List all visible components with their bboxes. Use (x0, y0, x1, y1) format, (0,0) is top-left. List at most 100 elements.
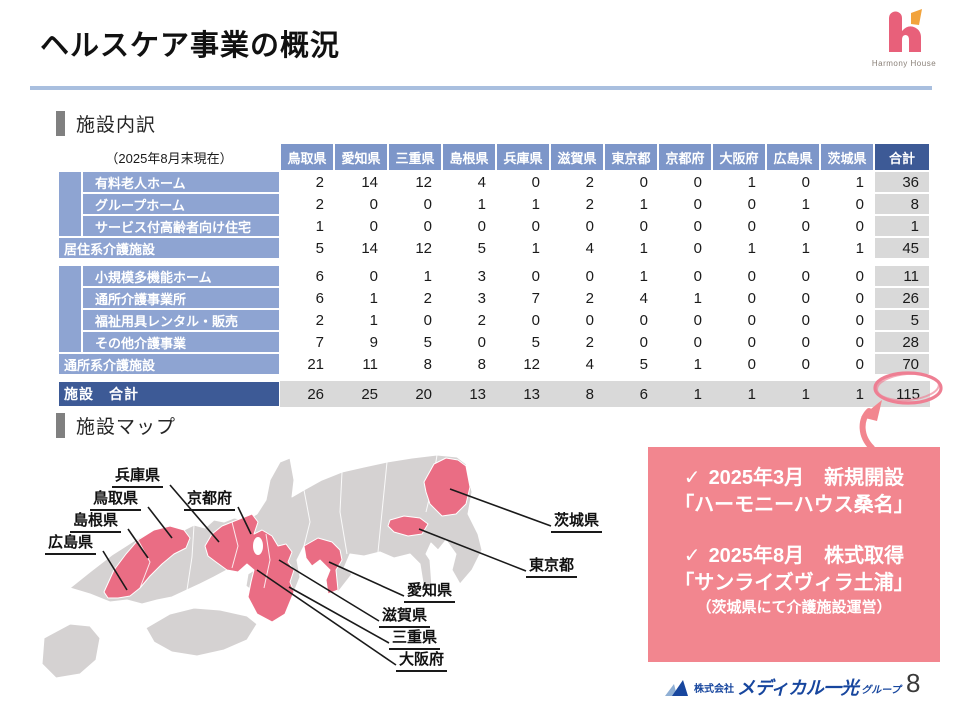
table-cell: 0 (388, 193, 442, 215)
table-cell: 5 (388, 331, 442, 353)
table-cell: 0 (442, 215, 496, 237)
map-callout-line (288, 586, 390, 644)
map-label-三重県: 三重県 (389, 626, 441, 650)
table-cell: 0 (712, 309, 766, 331)
column-header: 大阪府 (712, 143, 766, 171)
table-cell: 0 (388, 215, 442, 237)
callout-item: ✓ 2025年8月 株式取得 「サンライズヴィラ土浦」 （茨城県にて介護施設運営） (648, 543, 940, 618)
table-cell: 0 (712, 193, 766, 215)
callout-item-title: ✓ 2025年3月 新規開設 (683, 467, 905, 489)
facility-table: （2025年8月末現在） 鳥取県 愛知県 三重県 島根県 兵庫県 滋賀県 東京都 京都府 大阪府広… (58, 143, 930, 407)
table-cell: 1 (820, 237, 874, 259)
table-cell: 3 (442, 265, 496, 287)
table-cell: 1 (766, 381, 820, 407)
table-cell: 25 (334, 381, 388, 407)
title-underline (30, 86, 932, 90)
total-highlight-circle (873, 371, 943, 405)
table-cell: 4 (550, 237, 604, 259)
table-cell: 1 (820, 381, 874, 407)
map-callout-line (256, 569, 397, 666)
map-callout-line (169, 484, 220, 543)
table-cell: 0 (658, 237, 712, 259)
row-label: 福祉用具レンタル・販売 (82, 309, 280, 331)
table-cell: 36 (874, 171, 930, 193)
japan-map: 兵庫県 鳥取県 島根県 広島県 京都府 茨城県 東京都 愛知県 滋賀県 三重県 大阪府 (42, 442, 642, 682)
section-bar (56, 413, 65, 438)
table-cell: 1 (820, 171, 874, 193)
table-cell: 26 (874, 287, 930, 309)
company-logo: 株式会社 メディカル一光 グループ (664, 679, 901, 697)
table-cell: 2 (550, 193, 604, 215)
table-cell: 8 (388, 353, 442, 375)
table-cell: 0 (388, 309, 442, 331)
table-cell: 8 (442, 353, 496, 375)
highlight-callout-box: ✓ 2025年3月 新規開設 「ハーモニーハウス桑名」 ✓ 2025年8月 株式取得 「サ… (648, 447, 940, 662)
table-cell: 0 (604, 215, 658, 237)
table-cell: 1 (658, 353, 712, 375)
table-cell: 0 (820, 353, 874, 375)
table-cell: 0 (658, 331, 712, 353)
table-cell: 6 (280, 287, 334, 309)
table-cell: 2 (550, 171, 604, 193)
table-cell: 2 (550, 287, 604, 309)
map-label-広島県: 広島県 (45, 531, 97, 555)
table-cell: 0 (820, 193, 874, 215)
table-cell: 0 (496, 265, 550, 287)
table-cell: 5 (874, 309, 930, 331)
table-cell: 5 (604, 353, 658, 375)
column-header: 東京都 (604, 143, 658, 171)
table-cell: 21 (280, 353, 334, 375)
check-icon: ✓ (683, 467, 701, 489)
table-cell: 5 (442, 237, 496, 259)
group-strip (58, 171, 82, 237)
table-cell: 1 (712, 237, 766, 259)
table-cell: 0 (712, 353, 766, 375)
table-cell: 4 (550, 353, 604, 375)
harmony-house-logo: Harmony House (858, 6, 950, 82)
column-header: 三重県 (388, 143, 442, 171)
group-strip (58, 265, 82, 353)
table-cell: 5 (280, 237, 334, 259)
harmony-house-logo-text: Harmony House (871, 59, 937, 68)
row-label: サービス付高齢者向け住宅 (82, 215, 280, 237)
table-cell: 4 (604, 287, 658, 309)
table-cell: 7 (280, 331, 334, 353)
table-cell: 0 (496, 171, 550, 193)
table-cell: 1 (334, 287, 388, 309)
table-cell: 0 (658, 171, 712, 193)
table-cell: 20 (388, 381, 442, 407)
table-cell: 5 (496, 331, 550, 353)
table-cell: 13 (442, 381, 496, 407)
callout-item-title: ✓ 2025年8月 株式取得 (683, 545, 905, 567)
company-name: メディカル一光 (737, 678, 859, 698)
table-cell: 7 (496, 287, 550, 309)
map-label-大阪府: 大阪府 (396, 648, 448, 672)
table-cell: 1 (874, 215, 930, 237)
section-label: 施設マップ (76, 417, 177, 438)
row-label: 小規模多機能ホーム (82, 265, 280, 287)
table-cell: 8 (550, 381, 604, 407)
table-cell: 0 (604, 309, 658, 331)
map-label-愛知県: 愛知県 (404, 579, 456, 603)
table-cell: 8 (874, 193, 930, 215)
row-label: その他介護事業 (82, 331, 280, 353)
table-cell: 1 (496, 237, 550, 259)
table-cell: 4 (442, 171, 496, 193)
table-cell: 0 (820, 287, 874, 309)
section-heading-facility-map: 施設マップ (56, 412, 176, 439)
table-cell: 1 (604, 193, 658, 215)
table-cell: 9 (334, 331, 388, 353)
table-cell: 0 (820, 309, 874, 331)
table-cell: 0 (550, 215, 604, 237)
table-cell: 6 (604, 381, 658, 407)
table-cell: 11 (334, 353, 388, 375)
page-number: 8 (906, 668, 921, 698)
callout-item-note: （茨城県にて介護施設運営） (696, 599, 892, 616)
table-cell: 0 (712, 215, 766, 237)
table-cell: 14 (334, 237, 388, 259)
company-logo-mark-icon (665, 680, 688, 696)
table-cell: 12 (496, 353, 550, 375)
harmony-house-h-icon (889, 9, 922, 53)
column-header: 兵庫県 (496, 143, 550, 171)
table-cell: 1 (496, 193, 550, 215)
